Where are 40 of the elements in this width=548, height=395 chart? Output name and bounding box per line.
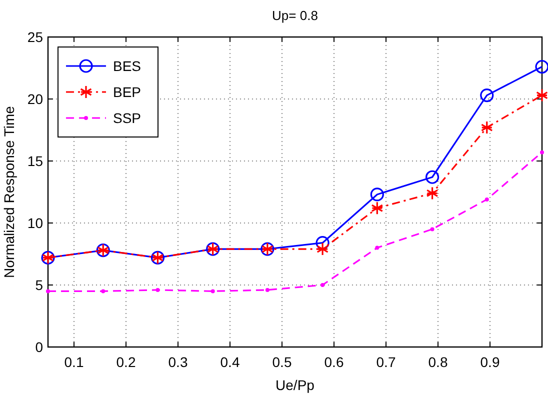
y-tick-label: 10 [27,215,44,231]
legend-label: BEP [113,84,142,100]
point [320,283,325,287]
x-tick-label: 0.6 [324,354,344,370]
point [101,289,106,294]
point [156,288,160,292]
y-tick-label: 25 [27,29,44,45]
y-tick-label: 5 [35,277,44,293]
chart-title: Up= 0.8 [272,8,318,23]
legend-label: SSP [113,110,142,126]
point [480,120,493,134]
x-tick-label: 0.1 [64,354,84,370]
point [540,150,544,154]
point [316,242,329,256]
point [536,88,548,102]
point [370,188,384,202]
x-axis-title: Ue/Pp [276,377,315,393]
y-tick-label: 15 [27,153,44,169]
point [375,246,380,250]
x-tick-label: 0.4 [220,354,240,370]
point [480,88,494,102]
point [430,227,434,232]
x-tick-label: 0.8 [428,354,448,370]
point [46,289,50,294]
x-tick-label: 0.3 [168,354,188,370]
x-tick-label: 0.7 [376,354,396,370]
y-tick-label: 0 [35,339,44,355]
point [425,170,440,184]
x-tick-label: 0.5 [272,354,292,370]
legend-label: BES [113,58,142,74]
y-axis-title: Normalized Response Time [1,106,17,278]
point [210,289,215,294]
point [484,197,489,202]
point [371,201,384,215]
x-tick-label: 0.9 [480,354,500,370]
point [426,186,438,200]
x-tick-label: 0.2 [116,354,136,370]
point [265,288,270,292]
point [535,60,548,74]
y-tick-label: 20 [27,91,44,107]
